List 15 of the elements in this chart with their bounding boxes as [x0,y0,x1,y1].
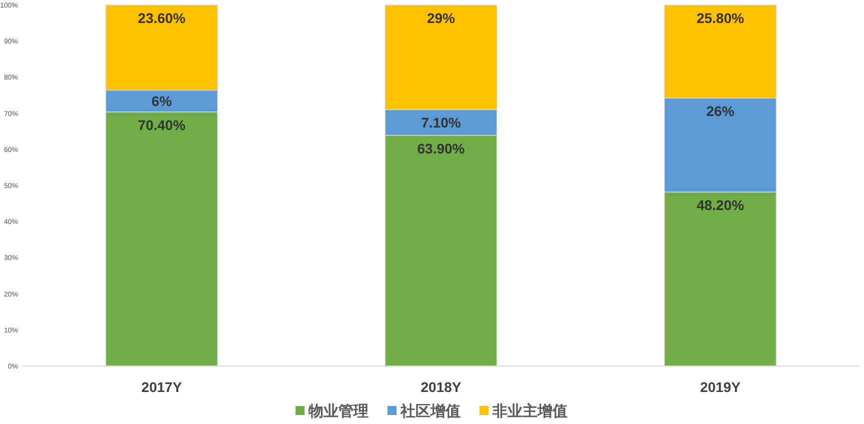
data-label: 23.60% [138,10,186,26]
data-label: 48.20% [696,197,745,213]
x-tick-label: 2017Y [141,379,183,395]
legend-label: 物业管理 [308,403,368,420]
data-label: 29% [426,10,456,26]
data-label: 70.40% [138,116,186,133]
legend-label: 非业主增值 [492,402,568,420]
x-tick-label: 2018Y [420,379,462,395]
data-label: 26% [706,103,735,120]
data-label: 7.10% [421,114,462,131]
legend-label: 社区增值 [400,403,460,420]
data-label: 6% [152,93,172,110]
data-label: 63.90% [417,140,466,156]
x-tick-label: 2019Y [700,379,742,395]
data-label: 25.80% [696,10,745,26]
